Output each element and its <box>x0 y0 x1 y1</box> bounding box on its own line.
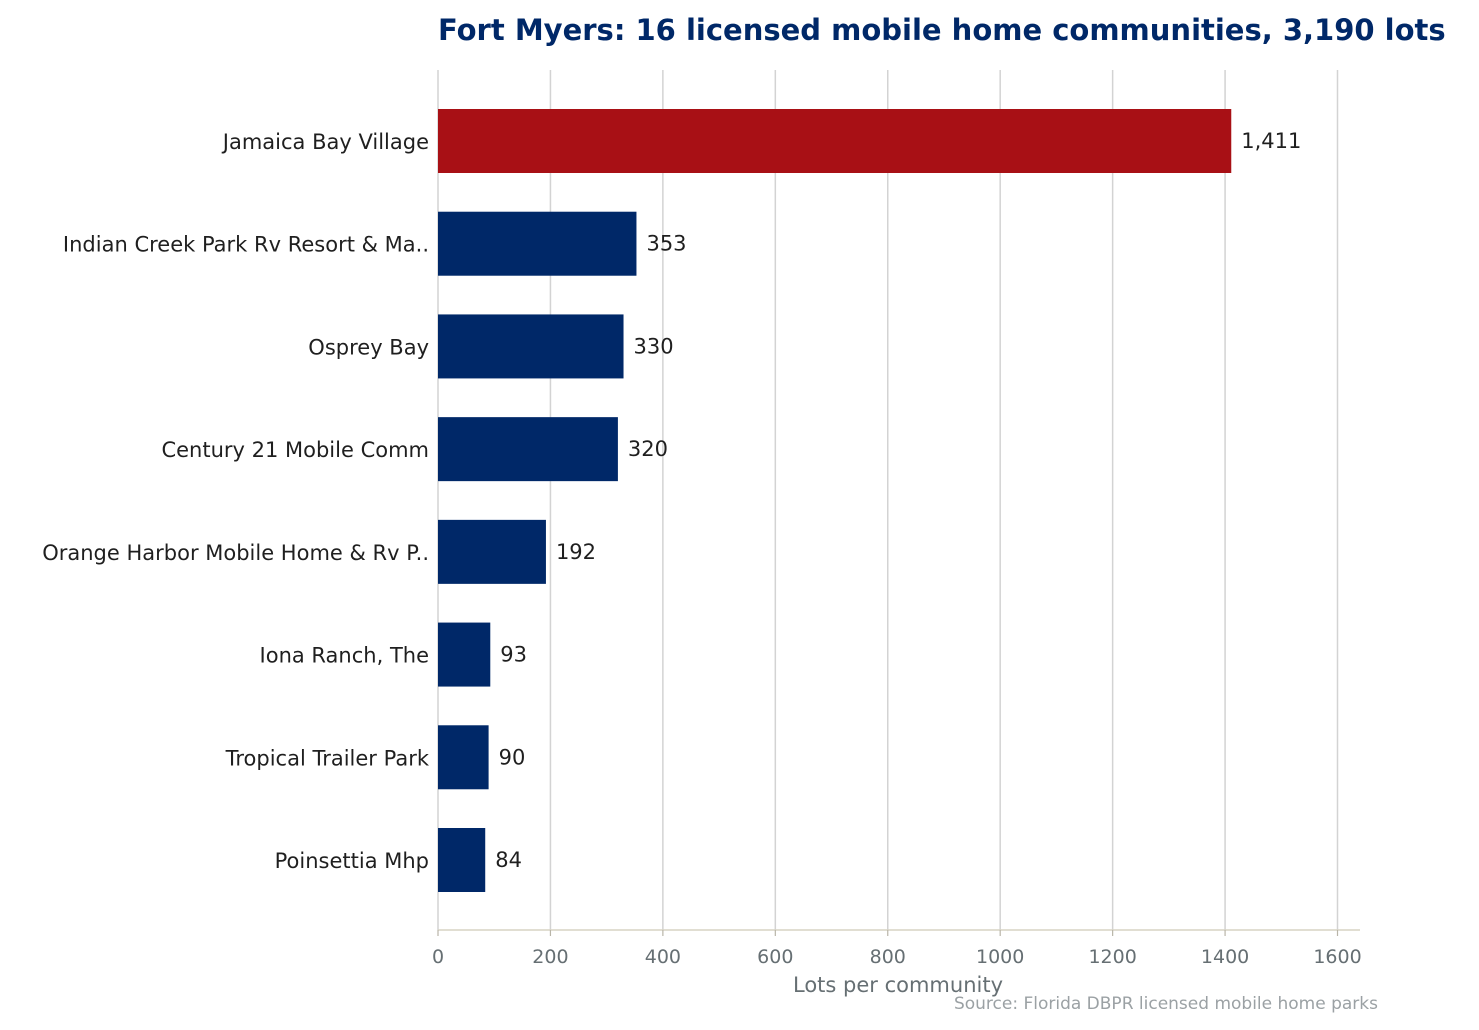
x-tick-label: 400 <box>645 946 681 968</box>
bar <box>438 519 546 584</box>
bar <box>438 211 637 276</box>
category-label: Poinsettia Mhp <box>275 849 429 873</box>
data-label: 1,411 <box>1241 129 1301 153</box>
category-label: Century 21 Mobile Comm <box>161 438 429 462</box>
x-axis-label: Lots per community <box>793 973 1003 997</box>
data-label: 93 <box>500 643 527 667</box>
gridlines <box>437 70 1339 930</box>
x-tick-label: 1000 <box>976 946 1024 968</box>
bar <box>438 622 491 687</box>
category-label: Tropical Trailer Park <box>225 746 430 770</box>
data-label: 90 <box>499 745 526 769</box>
x-tick-label: 1400 <box>1201 946 1249 968</box>
x-tick-label: 600 <box>757 946 793 968</box>
x-tick-label: 1600 <box>1313 946 1361 968</box>
x-tick-label: 200 <box>532 946 568 968</box>
data-label: 330 <box>634 334 674 358</box>
data-label: 353 <box>646 232 686 256</box>
bar <box>438 314 624 379</box>
bar <box>438 725 489 790</box>
bar <box>438 828 486 892</box>
category-label: Osprey Bay <box>308 335 429 359</box>
category-label: Orange Harbor Mobile Home & Rv P.. <box>42 541 429 565</box>
bar <box>438 417 618 482</box>
source-note: Source: Florida DBPR licensed mobile hom… <box>954 994 1378 1014</box>
data-label: 192 <box>556 540 596 564</box>
x-tick-label: 800 <box>870 946 906 968</box>
category-label: Indian Creek Park Rv Resort & Ma.. <box>63 233 429 257</box>
x-tick-label: 1200 <box>1088 946 1136 968</box>
bar <box>438 109 1232 173</box>
chart-title: Fort Myers: 16 licensed mobile home comm… <box>438 13 1446 47</box>
category-label: Iona Ranch, The <box>260 644 429 668</box>
data-label: 320 <box>628 437 668 461</box>
labels: Jamaica Bay Village 1,411 Indian Creek Par… <box>42 129 1301 873</box>
bars <box>438 109 1232 892</box>
x-tick-label: 0 <box>432 946 444 968</box>
x-axis-ticks: 0 200 400 600 800 1000 1200 1400 1600 <box>432 930 1362 968</box>
data-label: 84 <box>495 848 522 872</box>
category-label: Jamaica Bay Village <box>221 130 429 154</box>
